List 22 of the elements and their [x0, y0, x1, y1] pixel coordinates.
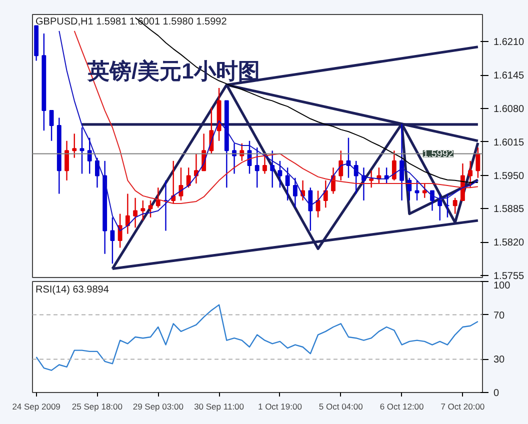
y-tick-label: 1.6210 — [494, 37, 525, 48]
y-tick-label: 0 — [494, 388, 500, 399]
y-tick-label: 1.5755 — [494, 270, 525, 282]
y-tick-label: 1.5885 — [494, 204, 525, 216]
x-tick-label: 6 Oct 12:00 — [380, 402, 424, 412]
y-tick-label: 1.5820 — [494, 238, 525, 249]
y-tick-label: 100 — [494, 280, 511, 292]
y-tick-label: 1.6080 — [494, 104, 525, 115]
x-tick-label: 29 Sep 03:00 — [132, 402, 184, 412]
x-tick-label: 1 Oct 19:00 — [258, 402, 302, 412]
chart-title: RSI(14) 63.9894 — [36, 284, 110, 296]
y-tick-label: 1.5950 — [494, 170, 525, 182]
x-tick-label: 25 Sep 18:00 — [72, 402, 123, 412]
x-tick-label: 5 Oct 04:00 — [318, 402, 364, 412]
x-tick-label: 30 Sep 11:00 — [194, 402, 244, 412]
y-tick-label: 1.6145 — [494, 70, 525, 82]
x-tick-label: 24 Sep 2009 — [12, 402, 61, 412]
ref-line-label: 1.5992 — [422, 149, 454, 160]
y-tick-label: 1.6015 — [494, 137, 525, 148]
x-tick-label: 7 Oct 20:00 — [440, 402, 485, 412]
y-tick-label: 30 — [494, 354, 506, 366]
y-tick-label: 70 — [494, 310, 506, 322]
